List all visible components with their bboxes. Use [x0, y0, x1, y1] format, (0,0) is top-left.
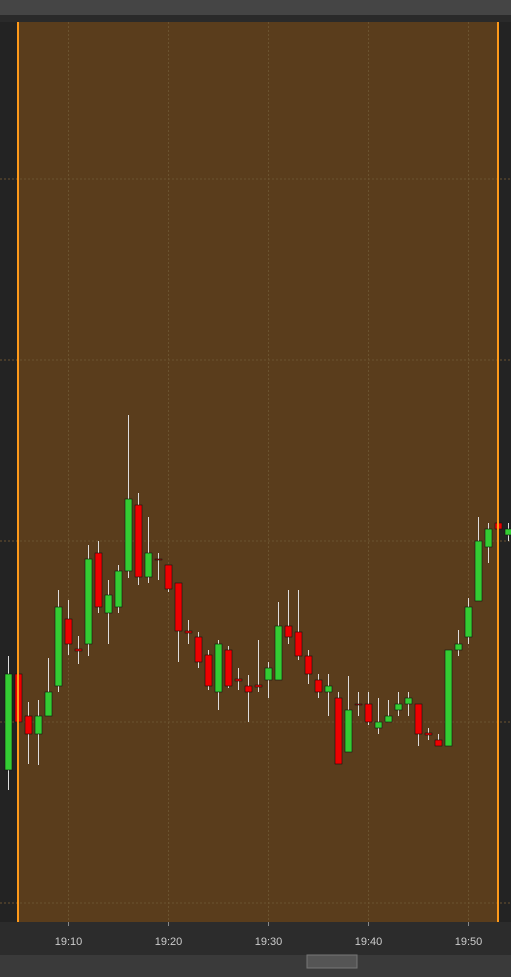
candle-body	[444, 649, 453, 747]
candle-body	[434, 739, 443, 747]
candle-body	[474, 540, 483, 602]
candle-body	[294, 631, 303, 657]
candle-body	[254, 684, 263, 688]
candle-body	[414, 703, 423, 735]
scrollbar-thumb[interactable]	[306, 954, 358, 969]
candle-body	[264, 667, 273, 681]
candle-body	[154, 558, 163, 561]
candle-body	[94, 552, 103, 608]
candle-body	[144, 552, 153, 578]
candles	[4, 415, 511, 790]
highlight-region	[18, 22, 498, 922]
candle-body	[184, 630, 193, 634]
x-tick-label: 19:20	[155, 936, 183, 948]
x-axis-area	[0, 922, 511, 955]
candle-body	[364, 703, 373, 723]
candle-body	[114, 570, 123, 608]
top-border	[0, 15, 511, 22]
candle-body	[74, 648, 83, 652]
candle-body	[424, 732, 433, 736]
x-tick-label: 19:10	[55, 936, 83, 948]
candle-body	[174, 582, 183, 632]
candle-body	[134, 504, 143, 578]
candle-body	[304, 655, 313, 675]
candle-body	[204, 654, 213, 687]
candle-body	[64, 618, 73, 645]
candle-body	[84, 558, 93, 645]
scrollbar[interactable]	[0, 955, 511, 977]
candle-body	[464, 606, 473, 638]
candle-body	[374, 721, 383, 729]
candle-body	[124, 498, 133, 572]
x-axis: 19:10 19:20 19:30 19:40 19:50	[55, 922, 483, 948]
candle-body	[504, 528, 511, 536]
candle-body	[104, 594, 113, 614]
candle-body	[44, 691, 53, 717]
candle-body	[404, 697, 413, 705]
candle-body	[354, 703, 363, 706]
candle-body	[324, 685, 333, 693]
candle-body	[224, 649, 233, 687]
candle-body	[274, 625, 283, 681]
x-tick-label: 19:40	[355, 936, 383, 948]
x-tick-label: 19:50	[455, 936, 483, 948]
candle-body	[34, 715, 43, 735]
candle-body	[244, 685, 253, 693]
candle-body	[214, 643, 223, 693]
grid	[0, 22, 511, 922]
x-tick-label: 19:30	[255, 936, 283, 948]
candle-body	[314, 679, 323, 693]
candle-body	[24, 715, 33, 735]
candle-body	[54, 606, 63, 687]
candle-body	[334, 697, 343, 765]
candle-body	[194, 636, 203, 663]
candle-body	[484, 528, 493, 548]
candle-body	[4, 673, 13, 771]
candle-body	[284, 625, 293, 638]
candle-body	[344, 709, 353, 753]
candle-body	[164, 564, 173, 590]
candle-body	[384, 715, 393, 723]
candle-body	[234, 678, 243, 682]
candle-body	[394, 703, 403, 711]
candle-body	[454, 643, 463, 651]
top-bar	[0, 0, 511, 15]
